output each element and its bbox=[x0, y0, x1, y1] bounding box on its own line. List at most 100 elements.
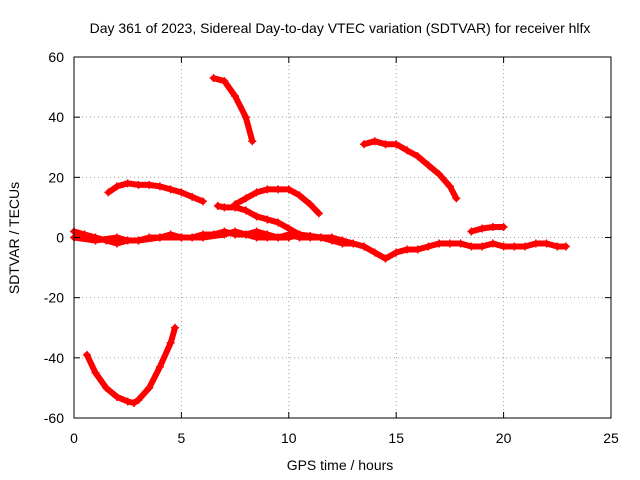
data-point bbox=[435, 239, 444, 248]
data-point bbox=[102, 383, 111, 392]
data-point bbox=[123, 236, 132, 245]
data-point bbox=[306, 200, 315, 209]
data-point bbox=[392, 140, 401, 149]
data-point bbox=[130, 398, 139, 407]
data-point bbox=[435, 170, 444, 179]
data-point bbox=[521, 242, 530, 251]
data-point bbox=[561, 242, 570, 251]
series-arc-7 bbox=[213, 201, 336, 244]
data-point bbox=[248, 137, 257, 146]
data-point bbox=[381, 140, 390, 149]
data-point bbox=[91, 368, 100, 377]
data-point bbox=[188, 192, 197, 201]
data-point bbox=[359, 242, 368, 251]
data-point bbox=[445, 239, 454, 248]
data-point bbox=[306, 231, 315, 240]
x-tick-label: 10 bbox=[281, 430, 297, 446]
data-point bbox=[123, 397, 132, 406]
series-arc-9 bbox=[467, 222, 508, 236]
data-point bbox=[424, 161, 433, 170]
data-point bbox=[370, 248, 379, 257]
data-point bbox=[456, 239, 465, 248]
data-point bbox=[499, 222, 508, 231]
data-point bbox=[112, 392, 121, 401]
x-tick-label: 15 bbox=[388, 430, 404, 446]
x-tick-label: 20 bbox=[496, 430, 512, 446]
data-point bbox=[231, 203, 240, 212]
data-point bbox=[413, 152, 422, 161]
data-point bbox=[284, 224, 293, 233]
series-trace bbox=[361, 138, 460, 202]
series-arc-1 bbox=[70, 227, 570, 263]
data-point bbox=[145, 180, 154, 189]
data-point bbox=[295, 191, 304, 200]
data-point bbox=[452, 194, 461, 203]
data-point bbox=[252, 188, 261, 197]
data-point bbox=[220, 77, 229, 86]
data-point bbox=[213, 201, 222, 210]
data-point bbox=[170, 323, 179, 332]
axis-ticks: 0 5 10 15 20 25 -60 -40 -20 0 20 40 60 bbox=[44, 49, 619, 446]
data-point bbox=[112, 182, 121, 191]
data-point bbox=[263, 215, 272, 224]
data-point bbox=[553, 242, 562, 251]
data-point bbox=[231, 227, 240, 236]
data-point bbox=[123, 179, 132, 188]
data-point bbox=[381, 254, 390, 263]
y-tick-label: 0 bbox=[56, 230, 64, 246]
data-point bbox=[263, 233, 272, 242]
series-arc-6 bbox=[231, 185, 323, 218]
data-point bbox=[241, 113, 250, 122]
data-point bbox=[510, 242, 519, 251]
data-point bbox=[263, 185, 272, 194]
data-point bbox=[424, 242, 433, 251]
data-point bbox=[252, 212, 261, 221]
data-point bbox=[134, 180, 143, 189]
data-point bbox=[198, 197, 207, 206]
x-axis-label: GPS time / hours bbox=[287, 457, 394, 473]
y-tick-label: -60 bbox=[44, 410, 64, 426]
series-trace bbox=[105, 180, 206, 205]
data-point bbox=[413, 245, 422, 254]
data-point bbox=[198, 233, 207, 242]
data-point bbox=[209, 74, 218, 83]
data-point bbox=[177, 188, 186, 197]
data-point bbox=[134, 236, 143, 245]
data-point bbox=[155, 233, 164, 242]
data-point bbox=[402, 245, 411, 254]
series-trace bbox=[468, 224, 507, 235]
data-point bbox=[104, 188, 113, 197]
y-tick-label: 20 bbox=[48, 169, 64, 185]
y-axis-label: SDTVAR / TECUs bbox=[6, 182, 22, 294]
data-point bbox=[467, 242, 476, 251]
data-point bbox=[478, 224, 487, 233]
y-tick-label: 60 bbox=[48, 49, 64, 65]
data-point bbox=[231, 92, 240, 101]
y-tick-label: 40 bbox=[48, 109, 64, 125]
data-point bbox=[134, 395, 143, 404]
data-series-layer bbox=[70, 74, 570, 407]
data-point bbox=[402, 146, 411, 155]
series-trace bbox=[83, 324, 178, 406]
data-point bbox=[359, 140, 368, 149]
data-point bbox=[488, 239, 497, 248]
data-point bbox=[327, 235, 336, 244]
data-point bbox=[499, 242, 508, 251]
data-point bbox=[531, 239, 540, 248]
series-arc-3 bbox=[82, 323, 179, 407]
y-tick-label: -20 bbox=[44, 290, 64, 306]
data-point bbox=[145, 383, 154, 392]
data-point bbox=[241, 206, 250, 215]
data-point bbox=[112, 233, 121, 242]
data-point bbox=[314, 209, 323, 218]
series-arc-8 bbox=[359, 137, 461, 203]
data-point bbox=[220, 203, 229, 212]
data-point bbox=[488, 222, 497, 231]
data-point bbox=[91, 236, 100, 245]
data-point bbox=[295, 230, 304, 239]
data-point bbox=[284, 233, 293, 242]
data-point bbox=[542, 239, 551, 248]
data-point bbox=[349, 239, 358, 248]
data-point bbox=[241, 194, 250, 203]
data-point bbox=[392, 248, 401, 257]
